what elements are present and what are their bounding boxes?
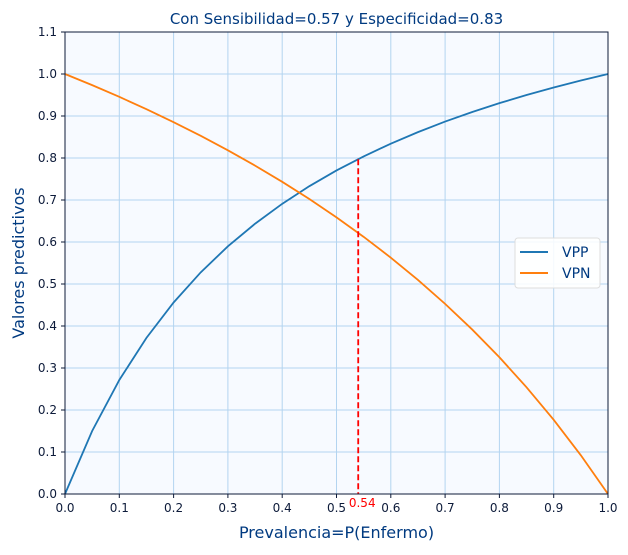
series-group	[64, 73, 609, 495]
ticks: 0.0 0.1 0.2 0.3 0.4 0.5 0.6 0.7 0.8 0.9 1.0 0.0 0.1 0…	[38, 25, 618, 515]
y-tick-label: 0.9	[38, 109, 57, 123]
x-tick-label: 0.1	[110, 501, 129, 515]
legend-label-vpn: VPN	[562, 266, 591, 282]
series-line-vpn	[64, 73, 609, 495]
x-tick-label: 0.6	[381, 501, 400, 515]
y-tick-label: 1.1	[38, 25, 57, 39]
x-tick-label: 0.8	[490, 501, 509, 515]
x-axis-label: Prevalencia=P(Enfermo)	[239, 523, 434, 542]
legend: VPP VPN	[514, 237, 601, 289]
y-tick-label: 0.4	[38, 319, 57, 333]
x-tick-label: 1.0	[598, 501, 617, 515]
y-tick-label: 0.8	[38, 151, 57, 165]
x-tick-label: 0.9	[544, 501, 563, 515]
y-tick-label: 0.1	[38, 445, 57, 459]
legend-label-vpp: VPP	[562, 245, 588, 261]
x-tick-label: 0.2	[164, 501, 183, 515]
legend-box	[514, 237, 601, 289]
y-tick-label: 1.0	[38, 67, 57, 81]
annotation-group: 0.54	[349, 159, 376, 510]
x-tick-label: 0.3	[218, 501, 237, 515]
y-tick-label: 0.3	[38, 361, 57, 375]
x-tick-label: 0.5	[327, 501, 346, 515]
annotation-label: 0.54	[349, 496, 376, 510]
y-tick-label: 0.0	[38, 487, 57, 501]
x-tick-label: 0.4	[273, 501, 292, 515]
y-tick-label: 0.2	[38, 403, 57, 417]
y-tick-label: 0.5	[38, 277, 57, 291]
series-line-vpp	[64, 73, 609, 495]
x-tick-label: 0.0	[55, 501, 74, 515]
x-tick-label: 0.7	[436, 501, 455, 515]
y-tick-label: 0.6	[38, 235, 57, 249]
chart-title: Con Sensibilidad=0.57 y Especificidad=0.…	[170, 10, 503, 28]
y-tick-label: 0.7	[38, 193, 57, 207]
y-axis-label: Valores predictivos	[9, 187, 28, 338]
